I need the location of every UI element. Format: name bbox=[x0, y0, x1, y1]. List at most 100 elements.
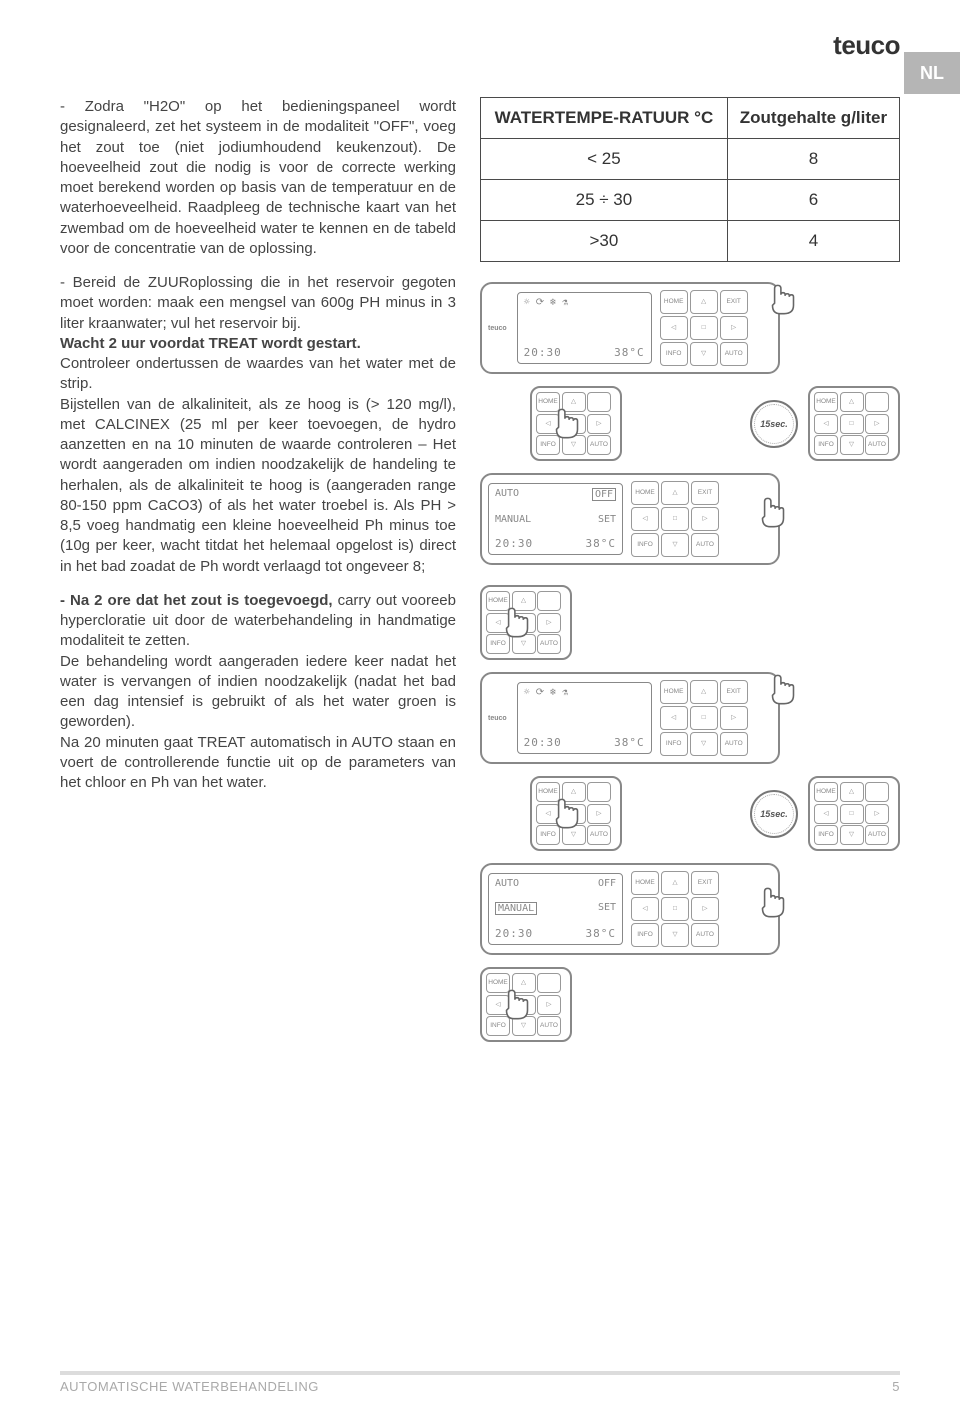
btn-home: HOME bbox=[660, 290, 688, 314]
p2d: Bijstellen van de alkaliniteit, als ze h… bbox=[60, 396, 456, 575]
btn-info: INFO bbox=[660, 342, 688, 366]
btn-info: INFO bbox=[631, 533, 659, 557]
scr-manual: MANUAL bbox=[495, 514, 531, 525]
btn-blank bbox=[865, 782, 889, 802]
panel-screen: ☼ ⟳ ❄ ⚗ 20:30 38°C bbox=[517, 292, 652, 364]
btn-ok bbox=[840, 414, 864, 434]
btn-ok bbox=[690, 706, 718, 730]
screen-time: 20:30 bbox=[524, 346, 562, 359]
btn-ok bbox=[661, 897, 689, 921]
btn-auto: AUTO bbox=[865, 825, 889, 845]
page-footer: AUTOMATISCHE WATERBEHANDELING 5 bbox=[60, 1371, 900, 1394]
btn-exit: EXIT bbox=[691, 871, 719, 895]
btn-down bbox=[690, 342, 718, 366]
body-text-column: - Zodra "H2O" op het bedieningspaneel wo… bbox=[60, 97, 456, 1054]
btn-blank bbox=[537, 973, 561, 993]
hand-pointer-icon bbox=[496, 601, 538, 643]
btn-home: HOME bbox=[631, 871, 659, 895]
panel-screen: ☼ ⟳ ❄ ⚗ 20:3038°C bbox=[517, 682, 652, 754]
btn-up bbox=[690, 680, 718, 704]
btn-exit: EXIT bbox=[720, 290, 748, 314]
panel-brand: teuco bbox=[488, 715, 507, 722]
hand-pointer-icon bbox=[762, 668, 804, 710]
btn-blank bbox=[537, 591, 561, 611]
hand-pointer-icon bbox=[546, 402, 588, 444]
panel-brand: teuco bbox=[488, 325, 507, 332]
screen-icons: ☼ ⟳ ❄ ⚗ bbox=[524, 297, 569, 308]
btn-info: INFO bbox=[631, 923, 659, 947]
btn-auto: AUTO bbox=[720, 342, 748, 366]
hand-pointer-icon bbox=[762, 278, 804, 320]
btn-auto: AUTO bbox=[537, 634, 561, 654]
table-cell: < 25 bbox=[481, 139, 728, 180]
btn-right bbox=[587, 804, 611, 824]
hand-pointer-icon bbox=[752, 881, 794, 923]
btn-down bbox=[661, 923, 689, 947]
btn-down bbox=[690, 732, 718, 756]
p3c: Na 20 minuten gaat TREAT automatisch in … bbox=[60, 734, 456, 792]
panel-button-grid: HOMEEXIT INFOAUTO bbox=[660, 680, 748, 756]
btn-home: HOME bbox=[814, 782, 838, 802]
screen-temp: 38°C bbox=[614, 736, 645, 749]
panel-large-3: teuco ☼ ⟳ ❄ ⚗ 20:3038°C HOMEEXIT INFOAUT… bbox=[480, 672, 780, 764]
brand-logo: teuco bbox=[60, 30, 900, 61]
btn-auto: AUTO bbox=[587, 825, 611, 845]
panel-button-grid: HOME EXIT INFO AUTO bbox=[631, 481, 719, 557]
p2a: - Bereid de ZUURoplossing die in het res… bbox=[60, 274, 456, 332]
panel-small: HOME INFOAUTO bbox=[808, 776, 900, 851]
btn-home: HOME bbox=[631, 481, 659, 505]
screen-temp: 38°C bbox=[586, 537, 617, 550]
btn-right bbox=[537, 613, 561, 633]
btn-info: INFO bbox=[660, 732, 688, 756]
p2c: Controleer ondertussen de waardes van he… bbox=[60, 355, 456, 392]
btn-left bbox=[631, 897, 659, 921]
panel-small: HOME INFOAUTO bbox=[808, 386, 900, 461]
paragraph-1: - Zodra "H2O" op het bedieningspaneel wo… bbox=[60, 97, 456, 259]
clock-label: 15sec. bbox=[760, 419, 788, 429]
scr-off: OFF bbox=[598, 878, 616, 889]
btn-blank bbox=[865, 392, 889, 412]
btn-home: HOME bbox=[814, 392, 838, 412]
btn-up bbox=[690, 290, 718, 314]
screen-icons: ☼ ⟳ ❄ ⚗ bbox=[524, 687, 569, 698]
btn-right bbox=[720, 316, 748, 340]
panel-screen: AUTOOFF MANUALSET 20:3038°C bbox=[488, 873, 623, 945]
screen-temp: 38°C bbox=[614, 346, 645, 359]
table-cell: >30 bbox=[481, 221, 728, 262]
btn-up bbox=[661, 481, 689, 505]
btn-left bbox=[814, 804, 838, 824]
btn-blank bbox=[587, 782, 611, 802]
btn-down bbox=[840, 435, 864, 455]
btn-right bbox=[587, 414, 611, 434]
paragraph-3: - Na 2 ore dat het zout is toegevoegd, c… bbox=[60, 591, 456, 794]
panel-small: HOME INFOAUTO bbox=[480, 585, 572, 660]
btn-ok bbox=[840, 804, 864, 824]
screen-time: 20:30 bbox=[495, 537, 533, 550]
btn-home: HOME bbox=[660, 680, 688, 704]
btn-info: INFO bbox=[814, 435, 838, 455]
p2b: Wacht 2 uur voordat TREAT wordt gestart. bbox=[60, 335, 361, 352]
panel-small: HOME INFOAUTO bbox=[480, 967, 572, 1042]
btn-auto: AUTO bbox=[587, 435, 611, 455]
btn-blank bbox=[587, 392, 611, 412]
table-header-temp: WATERTEMPE-RATUUR °C bbox=[481, 98, 728, 139]
btn-down bbox=[661, 533, 689, 557]
btn-ok bbox=[690, 316, 718, 340]
btn-left bbox=[660, 706, 688, 730]
btn-right bbox=[865, 414, 889, 434]
btn-left bbox=[660, 316, 688, 340]
scr-set: SET bbox=[598, 514, 616, 525]
btn-auto: AUTO bbox=[720, 732, 748, 756]
p3b: De behandeling wordt aangeraden iedere k… bbox=[60, 653, 456, 731]
btn-auto: AUTO bbox=[691, 533, 719, 557]
clock-label: 15sec. bbox=[760, 809, 788, 819]
btn-right bbox=[691, 897, 719, 921]
hand-pointer-icon bbox=[752, 491, 794, 533]
btn-ok bbox=[661, 507, 689, 531]
scr-set: SET bbox=[598, 902, 616, 915]
btn-auto: AUTO bbox=[691, 923, 719, 947]
clock-15sec: 15sec. bbox=[750, 400, 798, 448]
salt-concentration-table: WATERTEMPE-RATUUR °C Zoutgehalte g/liter… bbox=[480, 97, 900, 262]
btn-right bbox=[537, 995, 561, 1015]
btn-exit: EXIT bbox=[691, 481, 719, 505]
